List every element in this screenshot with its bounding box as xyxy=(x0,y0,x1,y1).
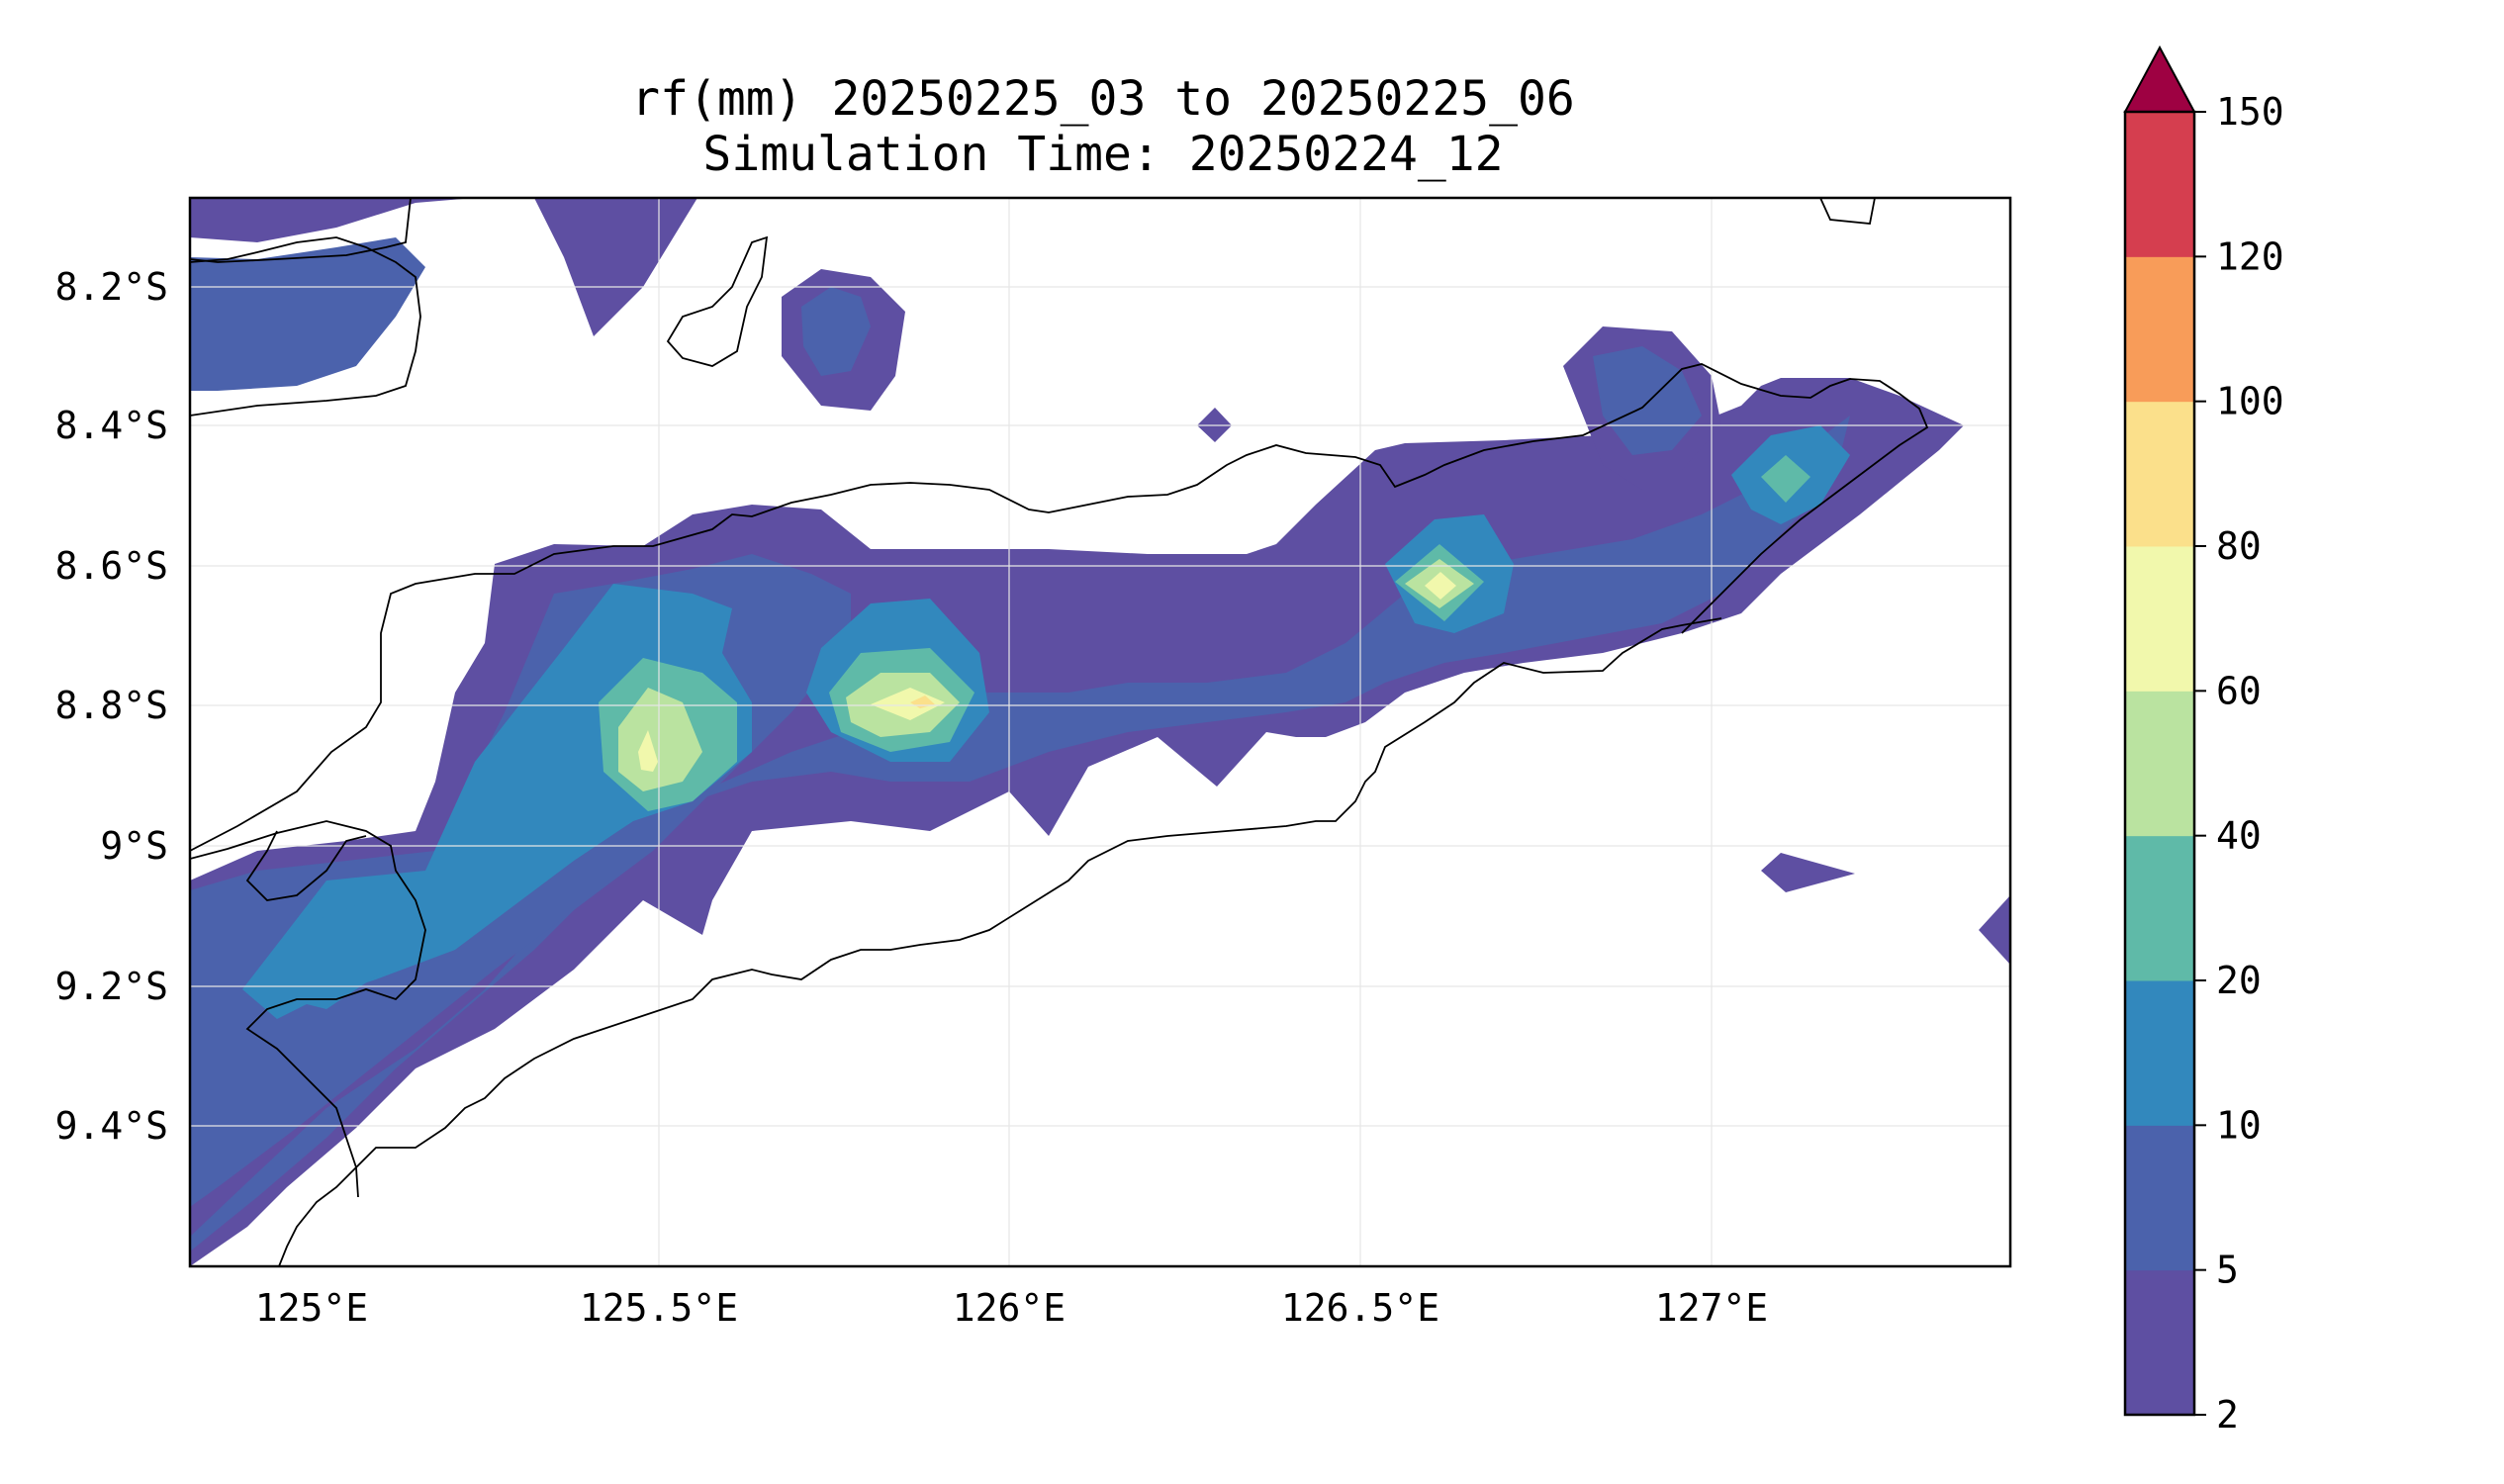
colorbar-segment xyxy=(2125,112,2194,257)
map-frame xyxy=(188,196,2012,1268)
colorbar-segment xyxy=(2125,1125,2194,1271)
colorbar-extend-triangle xyxy=(2123,45,2196,113)
colorbar-tick-label: 120 xyxy=(2216,234,2284,278)
coastlines xyxy=(190,198,1929,1266)
colorbar-tick-label: 100 xyxy=(2216,380,2284,423)
x-tick-label: 127°E xyxy=(1655,1286,1768,1330)
y-tick-label: 8.6°S xyxy=(55,544,168,588)
y-tick-label: 8.4°S xyxy=(55,404,168,447)
coastline-northwest-island xyxy=(190,236,421,417)
colorbar-ticks: 2 5 10 20 40 60 80 100 120 150 xyxy=(2194,90,2284,1437)
coastline-west-peninsula xyxy=(190,820,426,1198)
x-tick-label: 125.5°E xyxy=(580,1286,738,1330)
colorbar-tick-label: 40 xyxy=(2216,814,2262,858)
map-panel xyxy=(188,196,2012,1268)
colorbar-segment xyxy=(2125,980,2194,1126)
title-line-2: Simulation Time: 20250224_12 xyxy=(702,127,1503,182)
colorbar-segment xyxy=(2125,401,2194,547)
coastline-island-northeast xyxy=(1819,198,1876,225)
coastline-timor-north xyxy=(190,363,1929,852)
colorbar-tick-label: 2 xyxy=(2216,1393,2239,1437)
rain-patch-northeast-inner xyxy=(1593,346,1702,455)
colorbar-frame xyxy=(2123,110,2196,1417)
rain-patch-east-edge xyxy=(1979,895,2010,965)
colorbar-tick-label: 80 xyxy=(2216,524,2262,568)
colorbar-segment xyxy=(2125,256,2194,403)
colorbar-segment xyxy=(2125,691,2194,837)
colorbar-tick-label: 150 xyxy=(2216,90,2284,134)
colorbar-tick-label: 20 xyxy=(2216,959,2262,1002)
colorbar-segment xyxy=(2125,835,2194,981)
rain-patch-northwest xyxy=(190,198,697,336)
cell-fareast-20 xyxy=(1761,455,1810,503)
rain-patch-southeast xyxy=(1761,853,1855,892)
colorbar-tick-label: 10 xyxy=(2216,1103,2262,1147)
coastline-west-peninsula-loop xyxy=(245,830,367,901)
cell-west-40 xyxy=(618,688,702,791)
coastline-west-border xyxy=(190,198,412,263)
y-tick-label: 9°S xyxy=(100,824,168,868)
colorbar-segment xyxy=(2125,1269,2194,1416)
colorbar-segment xyxy=(2125,546,2194,692)
contour-level-60 xyxy=(638,572,1456,772)
x-tick-label: 125°E xyxy=(255,1286,368,1330)
rainfall-contours xyxy=(190,198,2010,1266)
gridlines xyxy=(189,198,2010,1266)
rain-patch-northwest-inner xyxy=(190,237,425,391)
x-tick-label: 126.5°E xyxy=(1281,1286,1439,1330)
y-tick-label: 8.2°S xyxy=(55,265,168,309)
cell-south-10 xyxy=(247,890,425,1009)
title-line-1: rf(mm) 20250225_03 to 20250225_06 xyxy=(631,71,1575,127)
y-tick-label: 9.4°S xyxy=(55,1104,168,1148)
x-axis-ticks: 125°E 125.5°E 126°E 126.5°E 127°E xyxy=(255,1286,1768,1330)
colorbar: 2 5 10 20 40 60 80 100 120 150 xyxy=(2123,45,2284,1437)
cell-west-60 xyxy=(638,730,658,772)
x-tick-label: 126°E xyxy=(953,1286,1066,1330)
y-tick-label: 9.2°S xyxy=(55,965,168,1008)
y-axis-ticks: 8.2°S 8.4°S 8.6°S 8.8°S 9°S 9.2°S 9.4°S xyxy=(55,265,168,1148)
y-tick-label: 8.8°S xyxy=(55,684,168,727)
colorbar-segments xyxy=(2125,112,2194,1416)
coastline-island-atauro xyxy=(666,235,769,367)
cell-east-60 xyxy=(1425,572,1456,600)
coastline-timor-south xyxy=(278,617,1722,1266)
cell-mid-60 xyxy=(871,688,945,720)
colorbar-tick-label: 5 xyxy=(2216,1249,2239,1292)
rain-patch-north-inner xyxy=(801,287,871,376)
colorbar-tick-label: 60 xyxy=(2216,669,2262,712)
